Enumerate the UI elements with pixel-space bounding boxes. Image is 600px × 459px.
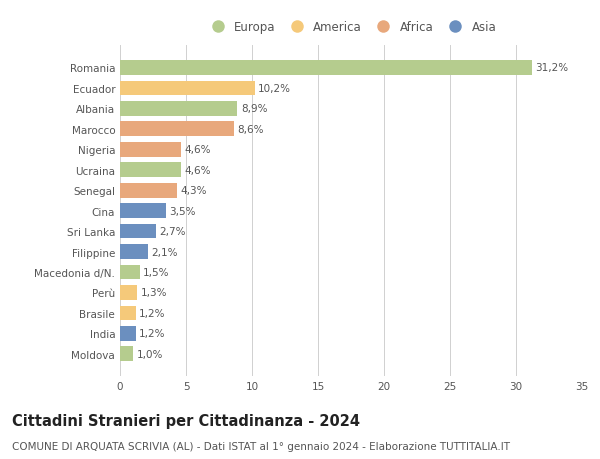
Bar — [120, 265, 140, 280]
Text: 1,2%: 1,2% — [139, 308, 166, 318]
Bar — [120, 184, 177, 198]
Bar — [120, 204, 166, 218]
Bar — [120, 347, 133, 361]
Text: Cittadini Stranieri per Cittadinanza - 2024: Cittadini Stranieri per Cittadinanza - 2… — [12, 413, 360, 428]
Text: 3,5%: 3,5% — [170, 206, 196, 216]
Text: 2,7%: 2,7% — [159, 227, 185, 236]
Text: 8,6%: 8,6% — [237, 124, 263, 134]
Bar — [120, 224, 155, 239]
Bar — [120, 285, 137, 300]
Bar — [120, 81, 254, 96]
Bar — [120, 245, 148, 259]
Bar — [120, 163, 181, 178]
Bar — [120, 61, 532, 76]
Text: 4,6%: 4,6% — [184, 165, 211, 175]
Bar — [120, 102, 238, 117]
Text: 10,2%: 10,2% — [258, 84, 291, 94]
Text: 1,0%: 1,0% — [137, 349, 163, 359]
Text: 4,6%: 4,6% — [184, 145, 211, 155]
Text: 8,9%: 8,9% — [241, 104, 267, 114]
Text: 1,2%: 1,2% — [139, 329, 166, 339]
Text: 2,1%: 2,1% — [151, 247, 178, 257]
Bar — [120, 122, 233, 137]
Text: 1,3%: 1,3% — [140, 288, 167, 298]
Legend: Europa, America, Africa, Asia: Europa, America, Africa, Asia — [203, 19, 499, 36]
Text: COMUNE DI ARQUATA SCRIVIA (AL) - Dati ISTAT al 1° gennaio 2024 - Elaborazione TU: COMUNE DI ARQUATA SCRIVIA (AL) - Dati IS… — [12, 441, 510, 451]
Bar — [120, 306, 136, 320]
Text: 31,2%: 31,2% — [535, 63, 568, 73]
Bar — [120, 143, 181, 157]
Text: 4,3%: 4,3% — [180, 186, 206, 196]
Bar — [120, 326, 136, 341]
Text: 1,5%: 1,5% — [143, 268, 170, 277]
